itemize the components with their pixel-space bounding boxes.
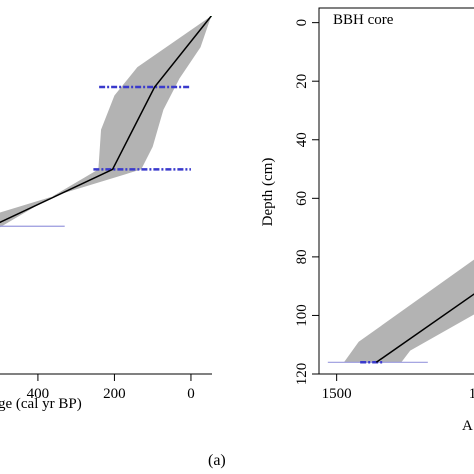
right-plot-area: [327, 259, 474, 364]
y-tick-label: 40: [294, 132, 310, 147]
right-x-ticks: 1500 1000: [322, 374, 474, 402]
panel-label: (a): [208, 452, 226, 469]
y-tick-label: 120: [294, 363, 310, 386]
y-tick-label: 20: [294, 74, 310, 89]
right-plot-frame: [318, 7, 474, 375]
median-age-line: [375, 293, 474, 363]
right-x-axis-label: A: [462, 418, 473, 434]
right-panel: BBH core 0 20 40 60 80 100 120 1500 1000 Depth …: [260, 7, 474, 434]
left-panel: 400 200 0 ge (cal yr BP): [0, 16, 212, 412]
x-tick-label: 1500: [322, 386, 352, 402]
y-tick-label: 0: [294, 19, 310, 27]
x-tick-label: 200: [103, 386, 126, 402]
x-tick-label: 400: [27, 386, 50, 402]
y-tick-label: 80: [294, 249, 310, 264]
uncertainty-band: [344, 259, 474, 363]
left-plot-area: [0, 16, 212, 228]
x-tick-label: 1000: [469, 386, 474, 402]
right-y-ticks: 0 20 40 60 80 100 120: [294, 19, 319, 385]
uncertainty-band: [0, 16, 212, 228]
left-x-ticks: 400 200 0: [27, 374, 195, 402]
y-tick-label: 60: [294, 191, 310, 206]
left-x-axis-label: ge (cal yr BP): [0, 396, 82, 412]
median-age-line: [0, 16, 212, 224]
y-tick-label: 100: [294, 304, 310, 327]
right-y-axis-label: Depth (cm): [260, 158, 276, 227]
dated-levels: [0, 16, 212, 227]
right-panel-title: BBH core: [333, 12, 394, 28]
x-tick-label: 0: [187, 386, 195, 402]
